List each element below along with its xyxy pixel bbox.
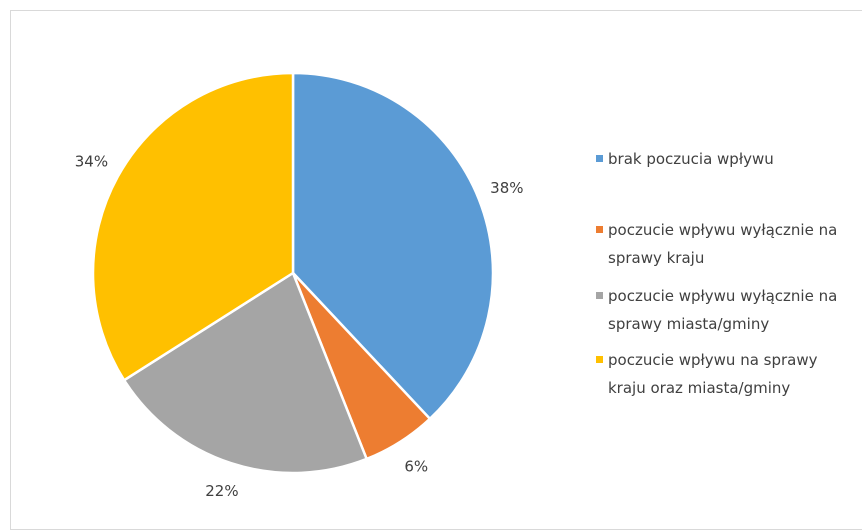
legend-label: poczucie wpływu na sprawy kraju oraz mia…: [608, 351, 818, 397]
data-label: 22%: [205, 482, 238, 500]
legend-swatch: [596, 292, 603, 299]
data-label: 34%: [75, 153, 108, 171]
legend-swatch: [596, 226, 603, 233]
pie-slice: [122, 271, 369, 475]
legend-label: poczucie wpływu wyłącznie na sprawy kraj…: [608, 221, 838, 267]
pie-slice: [91, 71, 295, 382]
legend-label: brak poczucia wpływu: [608, 150, 774, 168]
legend-swatch: [596, 356, 603, 363]
legend-item: brak poczucia wpływu: [596, 145, 858, 173]
pie-slice: [291, 71, 495, 421]
legend-item: poczucie wpływu wyłącznie na sprawy mias…: [596, 282, 858, 338]
legend-label: poczucie wpływu wyłącznie na sprawy mias…: [608, 287, 838, 333]
legend-item: poczucie wpływu na sprawy kraju oraz mia…: [596, 346, 858, 402]
data-label: 6%: [404, 458, 428, 476]
legend-item: poczucie wpływu wyłącznie na sprawy kraj…: [596, 216, 858, 272]
data-label: 38%: [490, 179, 523, 197]
legend-swatch: [596, 155, 603, 162]
